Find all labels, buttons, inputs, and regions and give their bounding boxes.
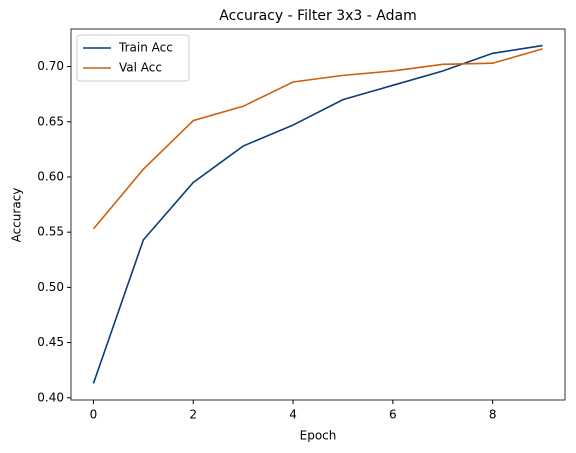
- line-series: [92, 48, 543, 230]
- legend-label: Val Acc: [119, 61, 162, 75]
- y-tick-label: 0.40: [37, 390, 64, 404]
- line-series: [92, 44, 543, 384]
- x-tick-label: 6: [389, 408, 397, 422]
- x-tick-label: 8: [489, 408, 497, 422]
- x-tick-label: 0: [90, 408, 98, 422]
- y-tick-label: 0.55: [37, 225, 64, 239]
- legend-box: [76, 34, 190, 82]
- y-tick-label: 0.65: [37, 114, 64, 128]
- y-tick-label: 0.60: [37, 169, 64, 183]
- y-axis-label: Accuracy: [10, 188, 24, 243]
- y-tick-label: 0.45: [37, 335, 64, 349]
- chart-title: Accuracy - Filter 3x3 - Adam: [219, 8, 416, 24]
- y-tick-label: 0.50: [37, 280, 64, 294]
- x-tick-label: 2: [189, 408, 197, 422]
- plot-frame: [70, 28, 566, 401]
- x-axis-label: Epoch: [300, 429, 337, 443]
- legend-label: Train Acc: [118, 41, 173, 55]
- y-tick-label: 0.70: [37, 59, 64, 73]
- x-tick-label: 4: [289, 408, 297, 422]
